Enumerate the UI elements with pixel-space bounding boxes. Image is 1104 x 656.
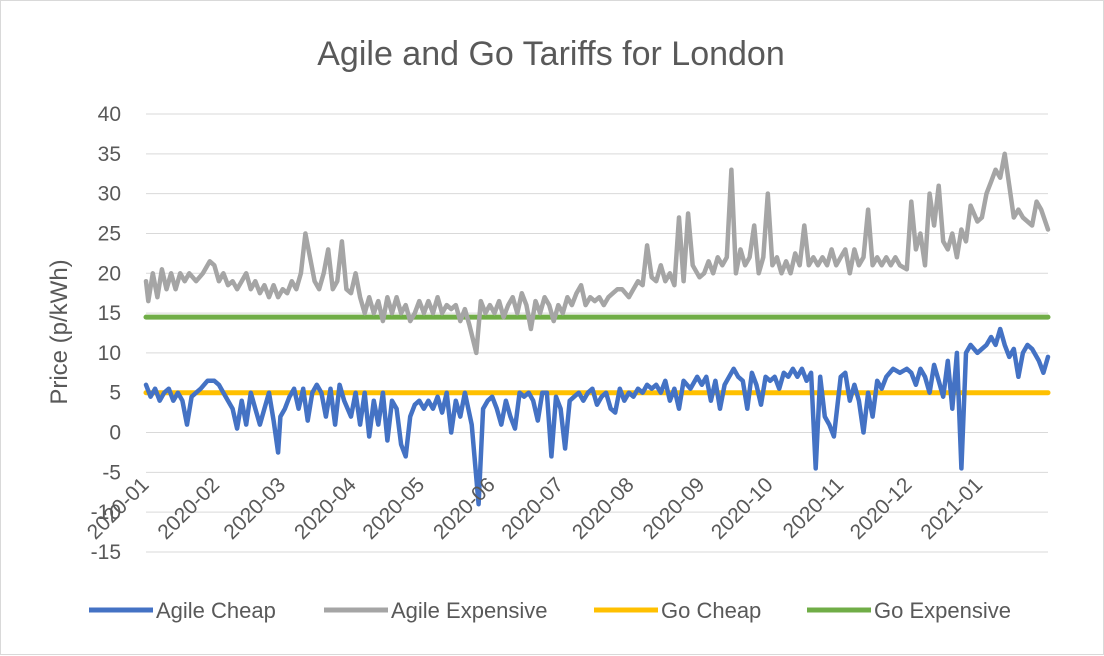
x-tick-label: 2020-07	[497, 473, 568, 544]
x-tick-label: 2020-06	[429, 473, 500, 544]
y-tick-label: 15	[98, 302, 121, 325]
x-tick-label: 2020-12	[846, 473, 917, 544]
series-lines	[143, 151, 1051, 507]
chart-title: Agile and Go Tariffs for London	[317, 35, 785, 73]
x-tick-label: 2020-09	[639, 473, 710, 544]
series-line-agile-cheap	[143, 326, 1051, 507]
x-tick-label: 2020-11	[779, 473, 849, 543]
series-line-agile-expensive	[143, 151, 1051, 356]
y-tick-label: -5	[102, 461, 121, 484]
x-tick-label: 2020-08	[568, 473, 639, 544]
legend-label: Go Cheap	[661, 598, 761, 623]
y-tick-label: 10	[98, 342, 121, 365]
x-tick-label: 2020-03	[219, 473, 290, 544]
y-tick-label: 5	[109, 382, 121, 405]
y-tick-label: 20	[98, 262, 121, 285]
y-axis-title: Price (p/kWh)	[46, 259, 73, 404]
legend-label: Agile Expensive	[391, 598, 548, 623]
y-tick-label: 35	[98, 143, 121, 166]
legend-label: Agile Cheap	[156, 598, 276, 623]
gridlines	[146, 113, 1048, 553]
legend: Agile Cheap Agile Expensive Go Cheap Go Exp…	[89, 598, 1011, 623]
x-tick-label: 2020-05	[358, 473, 429, 544]
y-tick-label: -15	[91, 541, 121, 564]
x-tick-label: 2020-04	[290, 473, 361, 544]
x-tick-label: 2020-10	[707, 473, 778, 544]
y-tick-label: 0	[109, 422, 121, 445]
x-tick-label: 2020-02	[153, 473, 224, 544]
y-tick-label: 40	[98, 103, 121, 126]
y-axis-ticks: 40 35 30 25 20 15 10 5 0 -5 -10 -15	[91, 103, 121, 564]
y-tick-label: 25	[98, 222, 121, 245]
y-tick-label: 30	[98, 183, 121, 206]
x-tick-label: 2021-01	[916, 473, 987, 544]
y-tick-label: -10	[91, 501, 121, 524]
legend-label: Go Expensive	[874, 598, 1011, 623]
